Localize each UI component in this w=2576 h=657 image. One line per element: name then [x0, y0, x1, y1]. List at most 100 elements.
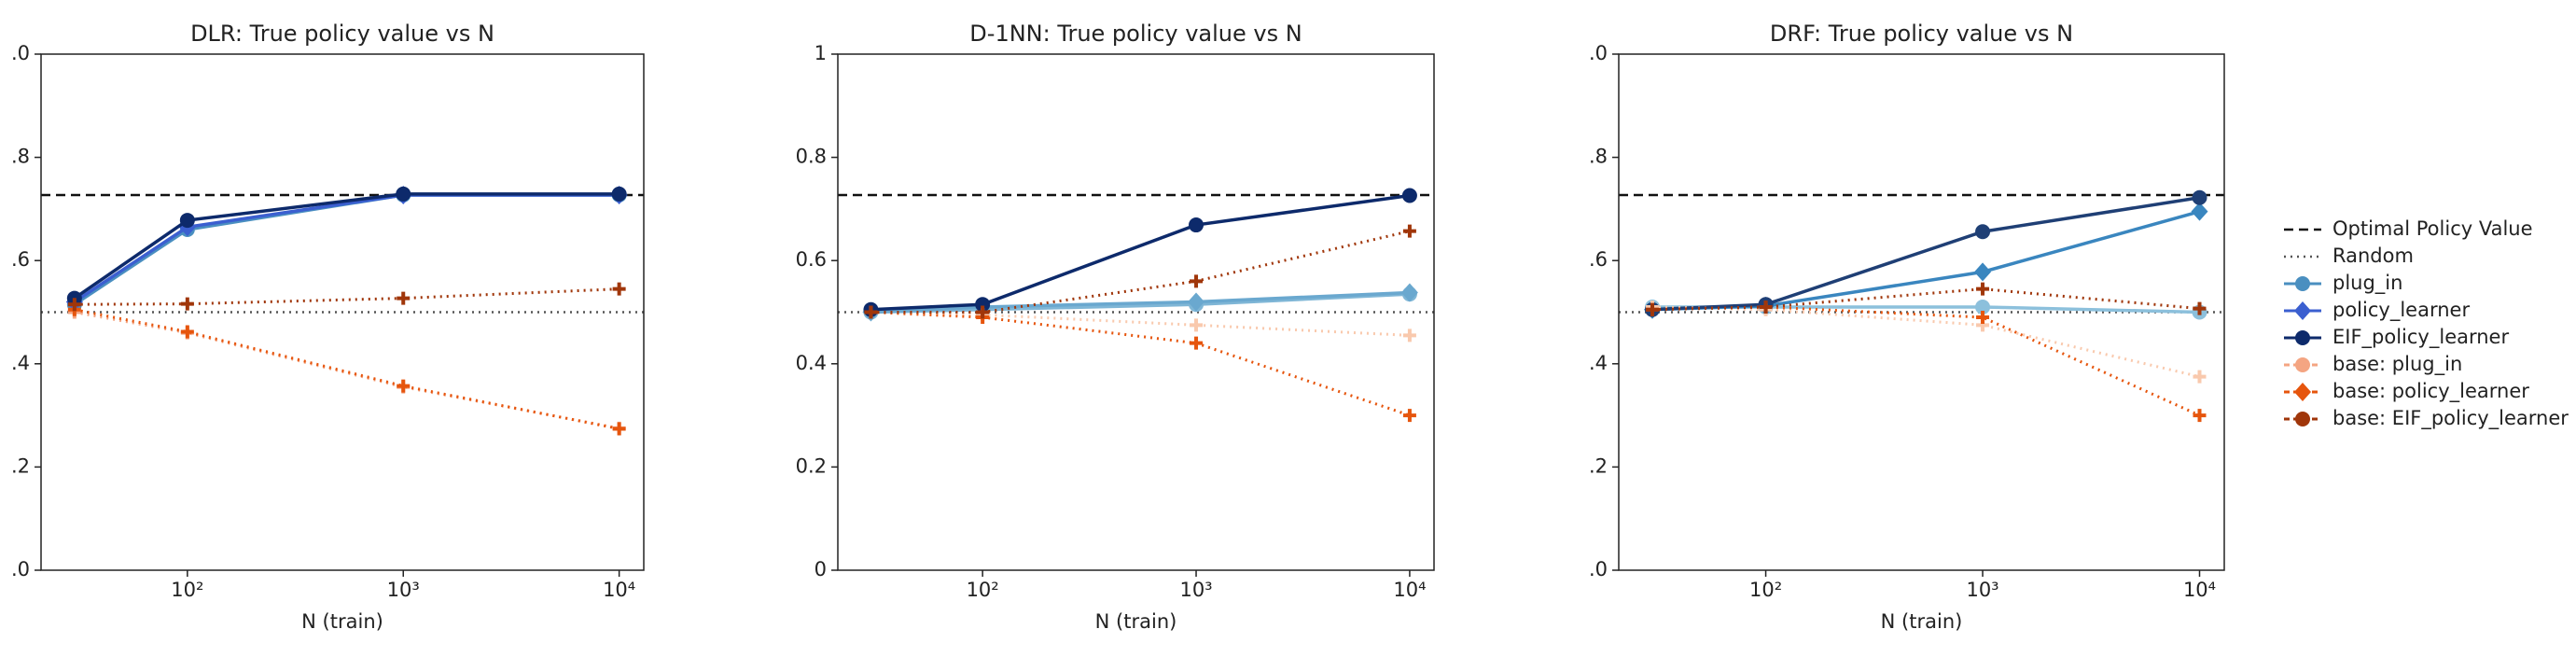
plot-frame — [837, 53, 1435, 571]
marker — [2192, 189, 2207, 205]
marker — [1400, 283, 1418, 302]
marker — [1975, 224, 1991, 240]
series-line — [870, 311, 1410, 337]
subplot: DLR: True policy value vs N N (train) .0 .2… — [11, 21, 645, 633]
x-tick-label: 10⁴ — [1393, 579, 1426, 601]
series-line — [1651, 305, 2200, 379]
marker — [2193, 370, 2207, 384]
marker — [2193, 301, 2207, 315]
marker — [612, 422, 626, 436]
marker — [1188, 292, 1205, 312]
y-tick-label: .6 — [1589, 248, 1608, 271]
marker — [1974, 262, 1992, 282]
x-tick-label: 10² — [1749, 579, 1782, 601]
legend-label: policy_learner — [2332, 299, 2470, 322]
legend-label: Random — [2332, 245, 2414, 267]
y-tick-label: 0.4 — [796, 352, 827, 374]
y-tick-label: .6 — [11, 248, 30, 271]
marker — [1190, 336, 1204, 350]
marker — [1190, 274, 1204, 288]
marker — [2295, 276, 2310, 291]
plot-frame — [40, 53, 645, 571]
series-line — [1651, 209, 2200, 312]
marker — [67, 298, 81, 312]
marker — [2294, 301, 2311, 320]
y-tick-label: 0 — [815, 558, 827, 580]
series-line — [870, 311, 1411, 417]
y-tick-label: .8 — [1589, 146, 1608, 168]
series-line — [73, 193, 620, 303]
series-line — [1651, 196, 2200, 312]
x-axis-label: N (train) — [301, 610, 383, 633]
marker — [2295, 330, 2310, 345]
subplot-title: DRF: True policy value vs N — [1770, 21, 2073, 47]
x-tick-label: 10² — [967, 579, 999, 601]
y-tick-label: .4 — [11, 352, 30, 374]
legend-label: base: plug_in — [2332, 353, 2462, 376]
marker — [1402, 409, 1416, 423]
y-tick-label: .8 — [11, 146, 30, 168]
y-tick-label: .4 — [1589, 352, 1608, 374]
y-tick-label: .0 — [1589, 558, 1608, 580]
y-tick-label: 0.8 — [796, 146, 827, 168]
marker — [1975, 299, 1991, 315]
marker — [1190, 318, 1204, 332]
marker — [397, 291, 411, 305]
subplot-title: D-1NN: True policy value vs N — [969, 21, 1302, 47]
marker — [1759, 300, 1773, 314]
subplot-title: DLR: True policy value vs N — [190, 21, 494, 47]
marker — [179, 213, 195, 229]
marker — [1402, 224, 1416, 238]
marker — [1646, 302, 1660, 316]
marker — [1189, 217, 1204, 233]
x-tick-label: 10³ — [1179, 579, 1212, 601]
plot-frame — [1618, 53, 2225, 571]
series-line — [870, 193, 1411, 312]
y-tick-label: .0 — [11, 42, 30, 64]
y-tick-label: .0 — [11, 558, 30, 580]
subplot: D-1NN: True policy value vs N N (train) 0 0… — [796, 21, 1435, 633]
series-line — [1651, 305, 2201, 417]
y-tick-label: .2 — [1589, 454, 1608, 477]
legend-label: Optimal Policy Value — [2332, 217, 2533, 240]
x-axis-label: N (train) — [1095, 610, 1177, 633]
x-tick-label: 10⁴ — [603, 579, 635, 601]
marker — [975, 297, 991, 313]
marker — [2295, 412, 2310, 426]
y-tick-label: 1 — [815, 42, 827, 64]
series-line — [870, 230, 1411, 314]
marker — [396, 186, 411, 202]
subplot: DRF: True policy value vs N N (train) .0 .2… — [1589, 21, 2225, 633]
x-tick-label: 10³ — [1966, 579, 1998, 601]
marker — [397, 379, 411, 393]
marker — [1976, 311, 1990, 325]
y-tick-label: 0.6 — [796, 248, 827, 271]
series-line — [73, 192, 620, 301]
marker — [2294, 383, 2311, 401]
legend-label: plug_in — [2332, 272, 2402, 295]
y-tick-label: 0.2 — [796, 454, 827, 477]
marker — [180, 325, 194, 339]
marker — [2193, 409, 2207, 423]
series-line — [73, 193, 620, 306]
marker — [1402, 328, 1416, 342]
legend: Optimal Policy Value Random plug_in policy_… — [2284, 217, 2569, 430]
legend-label: EIF_policy_learner — [2332, 326, 2509, 349]
x-tick-label: 10⁴ — [2183, 579, 2216, 601]
legend-label: base: policy_learner — [2332, 380, 2529, 403]
y-tick-label: .0 — [1589, 42, 1608, 64]
series-line — [1651, 287, 2200, 312]
marker — [1401, 188, 1417, 203]
series-line — [74, 311, 620, 430]
series-line — [870, 290, 1410, 315]
marker — [2295, 357, 2310, 372]
series-line — [74, 287, 620, 306]
marker — [180, 297, 194, 311]
marker — [1976, 282, 1990, 296]
legend-label: base: EIF_policy_learner — [2332, 407, 2569, 430]
y-tick-label: .2 — [11, 454, 30, 477]
x-axis-label: N (train) — [1881, 610, 1963, 633]
x-tick-label: 10² — [171, 579, 203, 601]
marker — [864, 305, 878, 319]
